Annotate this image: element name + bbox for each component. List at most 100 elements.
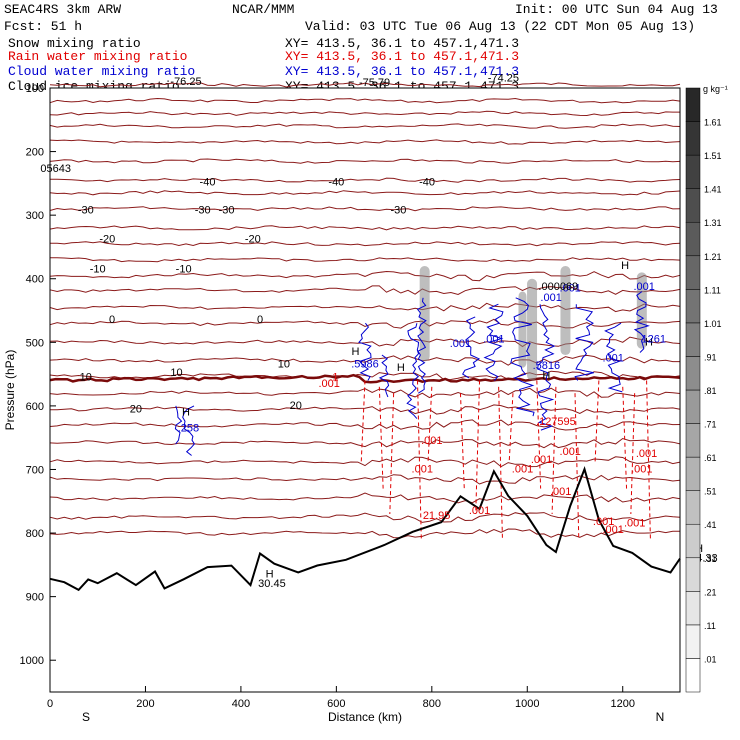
isotherm-line <box>49 474 681 485</box>
colorbar-label: .41 <box>704 520 717 530</box>
rain-contour <box>646 380 651 540</box>
isotherm-line <box>50 177 681 183</box>
cloud-water-contour <box>510 297 535 417</box>
isotherm-line <box>49 270 681 282</box>
south-label: S <box>82 710 90 724</box>
colorbar-label: .81 <box>704 386 717 396</box>
colorbar-label: 1.41 <box>704 185 722 195</box>
field-xy-cloud-water: XY= 413.5, 36.1 to 457.1,471.3 <box>285 64 520 79</box>
isotherm-line <box>49 206 681 212</box>
isotherm-line <box>49 370 681 381</box>
x-tick-label: 400 <box>232 698 250 710</box>
colorbar-label: .91 <box>704 352 717 362</box>
colorbar-swatch <box>685 490 701 525</box>
isotherm-line <box>49 419 681 431</box>
snow-column <box>518 291 527 368</box>
colorbar-label: 1.11 <box>704 285 721 295</box>
rain-label: .001 <box>593 516 614 528</box>
cloud-water-label: .001 <box>450 338 471 350</box>
colorbar-label: 1.61 <box>704 118 722 128</box>
colorbar-swatch <box>685 121 701 156</box>
isotherm-label: -30 <box>78 204 94 216</box>
cloud-water-contour <box>633 291 650 353</box>
max-marker: H <box>266 569 274 581</box>
colorbar-swatch <box>685 557 701 592</box>
isotherm-line <box>49 528 680 539</box>
model-title: SEAC4RS 3km ARW <box>4 2 122 17</box>
isotherm-label: -74.25 <box>488 73 519 85</box>
colorbar-swatch <box>685 624 701 659</box>
rain-label: .1 <box>329 371 338 383</box>
colorbar-label: .11 <box>704 621 716 631</box>
colorbar-label: .31 <box>704 554 717 564</box>
snow-column <box>419 266 430 362</box>
rain-contour <box>417 380 422 540</box>
y-tick-label: 1000 <box>20 655 44 667</box>
isotherm-label: -20 <box>245 233 261 245</box>
temperature-isotherms <box>49 82 681 539</box>
isotherm-label: 10 <box>170 367 182 379</box>
rain-label: .001 <box>421 435 442 447</box>
isotherm-line <box>49 285 681 296</box>
isotherm-line <box>49 241 681 247</box>
rain-label: .001 <box>624 518 645 530</box>
rain-contour <box>622 386 628 489</box>
snow-column <box>636 272 647 349</box>
isotherm-label: -40 <box>328 176 344 188</box>
y-tick-label: 900 <box>26 592 44 604</box>
isotherm-label: -10 <box>90 263 106 275</box>
rain-contour <box>389 393 395 514</box>
cloud-water-contour <box>537 304 556 431</box>
isotherm-line <box>49 336 681 348</box>
colorbar-label: .21 <box>704 587 717 597</box>
colorbar-label: .01 <box>704 654 717 664</box>
rain-label: .001 <box>469 505 490 517</box>
isotherm-line <box>49 354 680 366</box>
isotherm-label: -40 <box>200 176 216 188</box>
cloud-water-label: .001 <box>602 352 623 364</box>
rain-label: .001 <box>318 378 339 390</box>
isotherm-label: 0 <box>257 314 263 326</box>
colorbar-label: 1.31 <box>704 218 722 228</box>
cloud-water-contour <box>574 304 594 381</box>
rain-label: .001 <box>512 464 533 476</box>
colorbar-swatch <box>685 658 701 693</box>
isotherm-line <box>49 123 681 129</box>
y-tick-label: 200 <box>26 147 44 159</box>
isotherm-label: 10 <box>278 359 290 371</box>
north-label: N <box>656 710 665 724</box>
colorbar-swatch <box>685 423 701 458</box>
rain-label: 21.95 <box>423 510 451 522</box>
y-tick-label: 100 <box>26 83 44 95</box>
field-xy-rain: XY= 413.5, 36.1 to 457.1,471.3 <box>285 49 520 64</box>
cloud-water-contour <box>174 405 183 445</box>
isotherm-line <box>49 492 681 504</box>
x-tick-label: 1000 <box>515 698 539 710</box>
field-xy-snow: XY= 413.5, 36.1 to 457.1,471.3 <box>285 36 520 51</box>
rain-label: .001 <box>602 524 623 536</box>
cloud-water-contour <box>604 322 623 393</box>
isotherm-label: 20 <box>130 403 142 415</box>
org-label: NCAR/MMM <box>232 2 295 17</box>
rain-label: .001 <box>531 454 552 466</box>
x-tick-label: 1200 <box>610 698 634 710</box>
cloud-water-contour <box>462 316 481 379</box>
colorbar-unit: g kg⁻¹ <box>703 84 728 94</box>
cloud-water-contour <box>358 322 372 381</box>
rain-contour <box>630 393 636 514</box>
terrain-profile <box>49 466 681 592</box>
rain-label: .001 <box>636 448 657 460</box>
colorbar-label: 1.21 <box>704 252 722 262</box>
cloud-water-label: .258 <box>178 422 199 434</box>
isotherm-label: 20 <box>290 400 302 412</box>
field-name-cloud-water: Cloud water mixing ratio <box>8 64 196 79</box>
y-tick-label: 500 <box>26 337 44 349</box>
field-name-rain: Rain water mixing ratio <box>8 49 188 64</box>
isotherm-line <box>49 318 681 329</box>
isotherm-label: 10 <box>80 371 92 383</box>
colorbar-label: .61 <box>704 453 717 463</box>
isotherm-label: -75.79 <box>359 77 390 89</box>
colorbar-swatch <box>685 389 701 424</box>
y-tick-label: 600 <box>26 401 44 413</box>
isotherm-label: 0 <box>109 314 115 326</box>
